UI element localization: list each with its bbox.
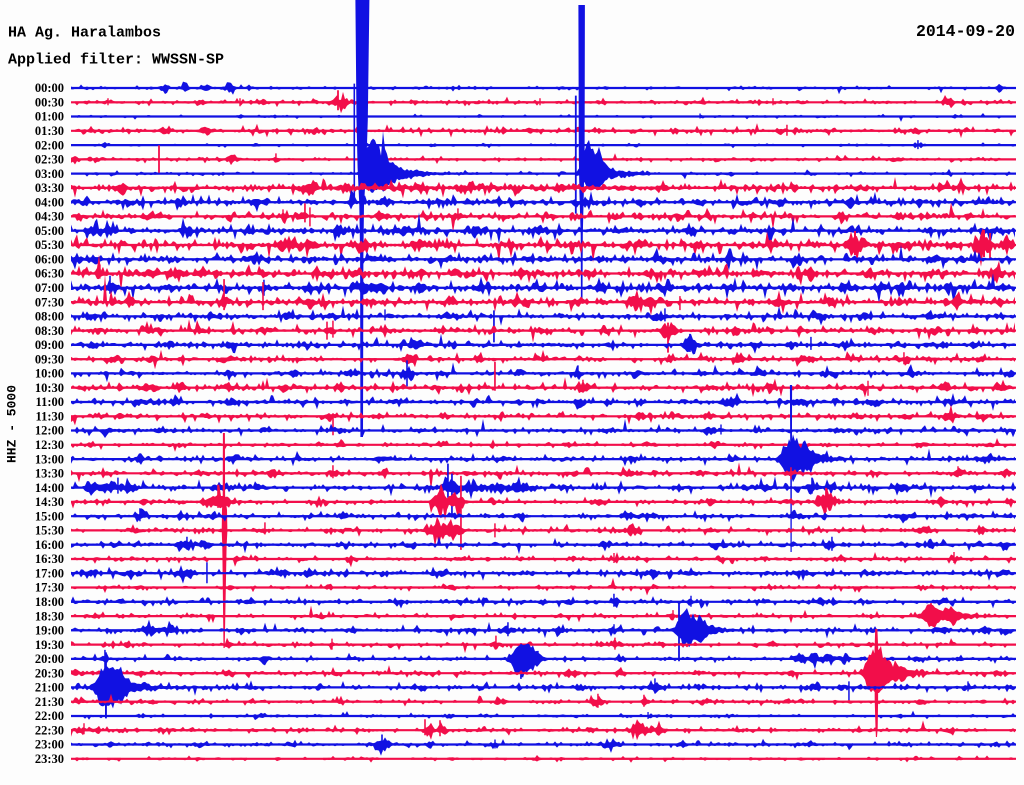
svg-text:23:30: 23:30	[35, 752, 64, 766]
svg-text:02:30: 02:30	[35, 153, 64, 167]
svg-text:15:00: 15:00	[35, 509, 64, 523]
svg-text:18:30: 18:30	[35, 609, 64, 623]
svg-text:17:30: 17:30	[35, 581, 64, 595]
svg-text:07:00: 07:00	[35, 281, 64, 295]
svg-text:20:30: 20:30	[35, 666, 64, 680]
svg-text:07:30: 07:30	[35, 295, 64, 309]
svg-text:15:30: 15:30	[35, 524, 64, 538]
svg-text:01:00: 01:00	[35, 110, 64, 124]
svg-text:06:00: 06:00	[35, 253, 64, 267]
svg-text:22:00: 22:00	[35, 709, 64, 723]
svg-text:21:00: 21:00	[35, 681, 64, 695]
svg-text:13:30: 13:30	[35, 467, 64, 481]
svg-text:12:30: 12:30	[35, 438, 64, 452]
svg-text:05:30: 05:30	[35, 238, 64, 252]
svg-text:11:00: 11:00	[36, 395, 64, 409]
svg-text:12:00: 12:00	[35, 424, 64, 438]
svg-text:00:30: 00:30	[35, 96, 64, 110]
svg-text:13:00: 13:00	[35, 452, 64, 466]
svg-text:10:30: 10:30	[35, 381, 64, 395]
svg-text:16:00: 16:00	[35, 538, 64, 552]
svg-text:19:00: 19:00	[35, 624, 64, 638]
svg-text:Applied filter: WWSSN-SP: Applied filter: WWSSN-SP	[8, 52, 224, 69]
svg-text:09:30: 09:30	[35, 352, 64, 366]
svg-text:22:30: 22:30	[35, 723, 64, 737]
svg-text:HA Ag. Haralambos: HA Ag. Haralambos	[8, 25, 161, 42]
svg-text:16:30: 16:30	[35, 552, 64, 566]
svg-text:10:00: 10:00	[35, 367, 64, 381]
svg-text:03:30: 03:30	[35, 181, 64, 195]
svg-text:HHZ - 5000: HHZ - 5000	[5, 385, 20, 463]
svg-text:09:00: 09:00	[35, 338, 64, 352]
svg-text:11:30: 11:30	[36, 410, 64, 424]
svg-text:23:00: 23:00	[35, 738, 64, 752]
svg-text:20:00: 20:00	[35, 652, 64, 666]
svg-text:03:00: 03:00	[35, 167, 64, 181]
svg-text:08:00: 08:00	[35, 310, 64, 324]
svg-text:2014-09-20: 2014-09-20	[916, 22, 1015, 41]
svg-text:02:00: 02:00	[35, 138, 64, 152]
svg-text:21:30: 21:30	[35, 695, 64, 709]
svg-text:05:00: 05:00	[35, 224, 64, 238]
svg-text:04:00: 04:00	[35, 195, 64, 209]
svg-text:08:30: 08:30	[35, 324, 64, 338]
svg-text:17:00: 17:00	[35, 566, 64, 580]
svg-text:06:30: 06:30	[35, 267, 64, 281]
svg-text:19:30: 19:30	[35, 638, 64, 652]
svg-text:14:00: 14:00	[35, 481, 64, 495]
svg-text:00:00: 00:00	[35, 81, 64, 95]
svg-text:18:00: 18:00	[35, 595, 64, 609]
svg-text:14:30: 14:30	[35, 495, 64, 509]
svg-text:01:30: 01:30	[35, 124, 64, 138]
svg-text:04:30: 04:30	[35, 210, 64, 224]
